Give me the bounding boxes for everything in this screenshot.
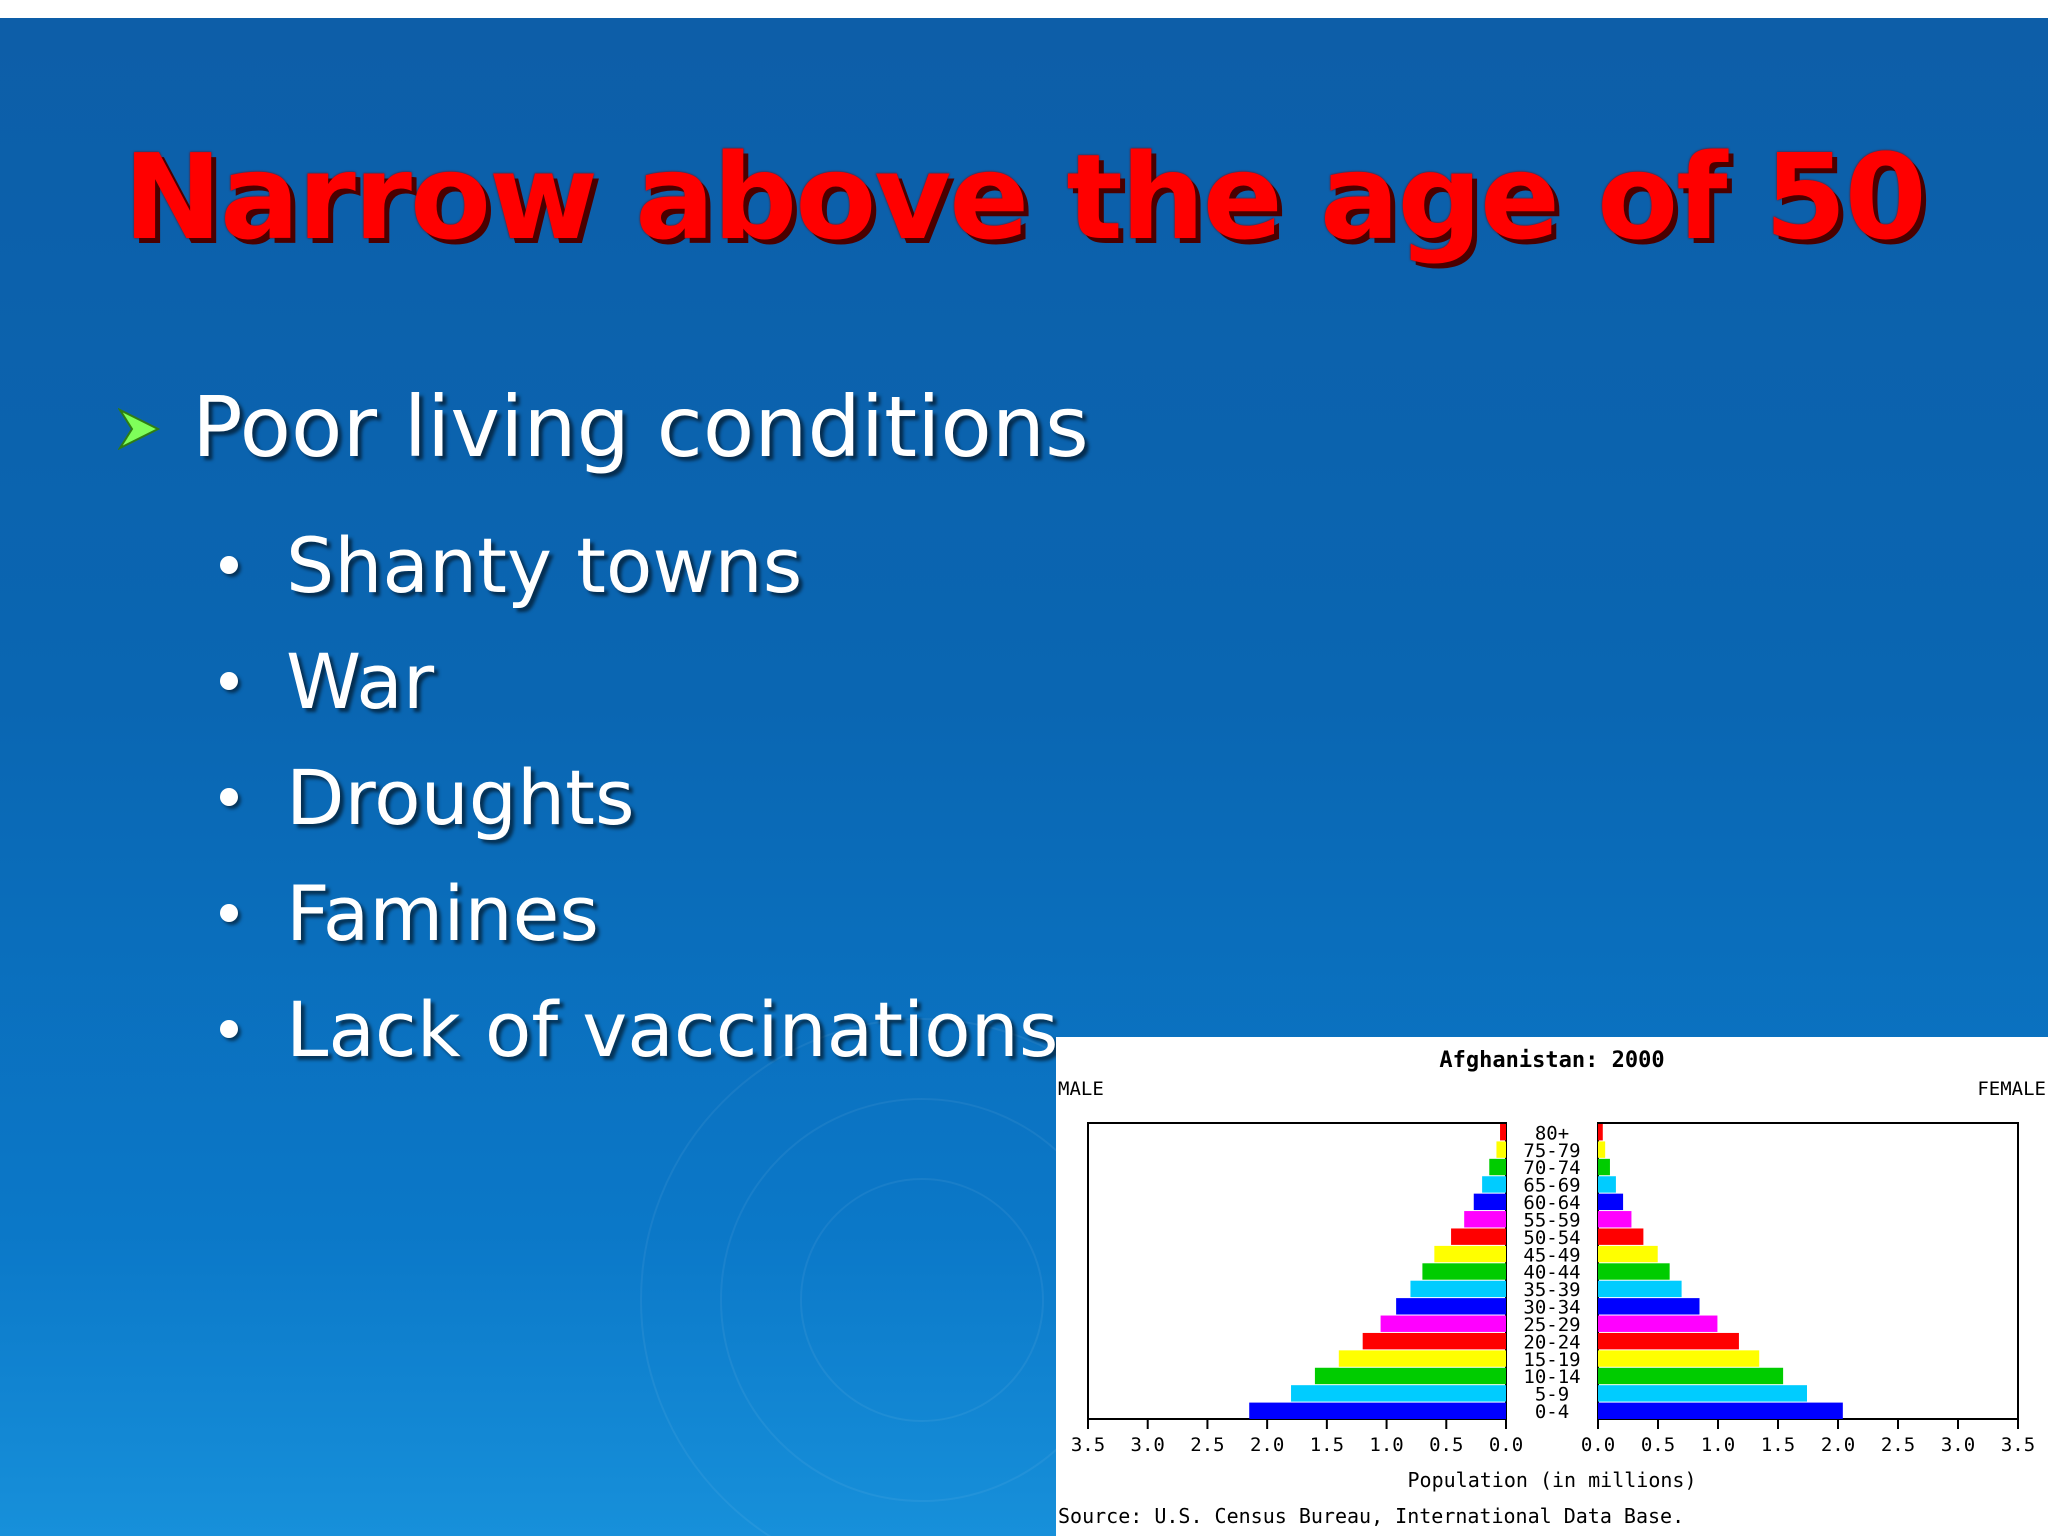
female-tick-label: 2.0 — [1821, 1434, 1855, 1456]
male-bar — [1422, 1263, 1506, 1280]
age-label: 5-9 — [1535, 1384, 1569, 1406]
male-tick-label: 3.5 — [1071, 1434, 1105, 1456]
male-tick-label: 0.5 — [1429, 1434, 1463, 1456]
male-bar — [1380, 1315, 1506, 1332]
slide: Narrow above the age of 50 Poor living c… — [0, 18, 2048, 1536]
male-bar — [1314, 1367, 1506, 1385]
male-bar — [1396, 1298, 1506, 1315]
female-bar — [1598, 1176, 1616, 1193]
age-label: 25-29 — [1523, 1314, 1580, 1336]
sub-bullet-text: Famines — [286, 869, 599, 958]
male-bar — [1338, 1350, 1506, 1367]
female-bar — [1598, 1402, 1843, 1419]
male-bar — [1362, 1332, 1506, 1350]
male-tick-label: 1.5 — [1310, 1434, 1344, 1456]
age-label: 80+ — [1535, 1122, 1569, 1144]
male-bar — [1434, 1245, 1506, 1263]
age-label: 0-4 — [1535, 1401, 1569, 1423]
male-tick-label: 3.0 — [1131, 1434, 1165, 1456]
male-bar — [1473, 1193, 1506, 1211]
chart-svg: Afghanistan: 2000 MALE FEMALE 0-45-910-1… — [1058, 1048, 2046, 1528]
female-bar — [1598, 1280, 1682, 1298]
arrow-bullet-icon — [118, 408, 160, 450]
female-tick-label: 0.5 — [1641, 1434, 1675, 1456]
chart-title: Afghanistan: 2000 — [1439, 1048, 1664, 1073]
male-tick-label: 2.5 — [1190, 1434, 1224, 1456]
female-bar — [1598, 1367, 1784, 1385]
female-bar — [1598, 1158, 1610, 1176]
axis-ticks: 3.5 3.0 2.5 2.0 1.5 1.0 0.5 0.0 0.0 0.5 1.0 1.5 2.0 2… — [1071, 1419, 2035, 1456]
female-bar — [1598, 1245, 1658, 1263]
age-label: 55-59 — [1523, 1209, 1580, 1231]
female-tick-label: 0.0 — [1581, 1434, 1615, 1456]
age-label: 70-74 — [1523, 1157, 1580, 1179]
age-label: 65-69 — [1523, 1175, 1580, 1197]
age-label: 60-64 — [1523, 1192, 1580, 1214]
bullet-main: Poor living conditions — [192, 378, 1089, 476]
age-label: 45-49 — [1523, 1244, 1580, 1266]
dot-bullet-icon — [220, 904, 238, 922]
male-bar — [1410, 1280, 1506, 1298]
male-bar — [1482, 1176, 1506, 1193]
chart-source: Source: U.S. Census Bureau, Internationa… — [1058, 1504, 1684, 1528]
female-tick-label: 1.0 — [1701, 1434, 1735, 1456]
sub-bullet-text: Droughts — [286, 753, 635, 842]
female-bar — [1598, 1124, 1603, 1141]
male-tick-label: 2.0 — [1250, 1434, 1284, 1456]
slide-title: Narrow above the age of 50 — [123, 128, 1927, 266]
female-bar — [1598, 1228, 1644, 1245]
age-label: 75-79 — [1523, 1140, 1580, 1162]
female-bar — [1598, 1315, 1718, 1332]
male-bar — [1291, 1385, 1506, 1402]
age-label: 30-34 — [1523, 1297, 1580, 1319]
dot-bullet-icon — [220, 556, 238, 574]
sub-bullet-text: Lack of vaccinations — [286, 985, 1059, 1074]
male-bar — [1464, 1211, 1506, 1228]
female-label: FEMALE — [1977, 1078, 2046, 1100]
female-bar — [1598, 1350, 1760, 1367]
age-label: 10-14 — [1523, 1366, 1580, 1388]
female-bar — [1598, 1211, 1632, 1228]
male-label: MALE — [1058, 1078, 1104, 1100]
male-bar — [1249, 1402, 1506, 1419]
dot-bullet-icon — [220, 788, 238, 806]
male-tick-label: 1.0 — [1369, 1434, 1403, 1456]
age-label: 15-19 — [1523, 1349, 1580, 1371]
age-label: 50-54 — [1523, 1227, 1580, 1249]
male-bars — [1249, 1124, 1506, 1419]
female-tick-label: 2.5 — [1881, 1434, 1915, 1456]
age-labels: 0-45-910-1415-1920-2425-2930-3435-3940-4… — [1523, 1122, 1580, 1423]
sub-bullet-text: Shanty towns — [286, 521, 803, 610]
female-bar — [1598, 1193, 1624, 1211]
female-bar — [1598, 1385, 1807, 1402]
male-bar — [1451, 1228, 1506, 1245]
male-bar — [1489, 1158, 1506, 1176]
female-tick-label: 3.5 — [2001, 1434, 2035, 1456]
x-axis-label: Population (in millions) — [1408, 1468, 1697, 1492]
female-tick-label: 3.0 — [1941, 1434, 1975, 1456]
male-bar — [1496, 1141, 1506, 1158]
age-label: 40-44 — [1523, 1262, 1580, 1284]
ripple-decoration — [800, 1178, 1044, 1422]
female-bars — [1598, 1124, 1843, 1419]
male-bar — [1500, 1124, 1506, 1141]
population-pyramid-chart: Afghanistan: 2000 MALE FEMALE 0-4 5-9 10-1… — [1056, 1037, 2048, 1536]
age-label: 20-24 — [1523, 1331, 1580, 1353]
female-bar — [1598, 1263, 1670, 1280]
female-bar — [1598, 1298, 1700, 1315]
age-label: 35-39 — [1523, 1279, 1580, 1301]
female-bar — [1598, 1141, 1606, 1158]
female-bar — [1598, 1332, 1739, 1350]
sub-bullet-text: War — [286, 637, 435, 726]
dot-bullet-icon — [220, 672, 238, 690]
male-tick-label: 0.0 — [1489, 1434, 1523, 1456]
dot-bullet-icon — [220, 1020, 238, 1038]
female-tick-label: 1.5 — [1761, 1434, 1795, 1456]
